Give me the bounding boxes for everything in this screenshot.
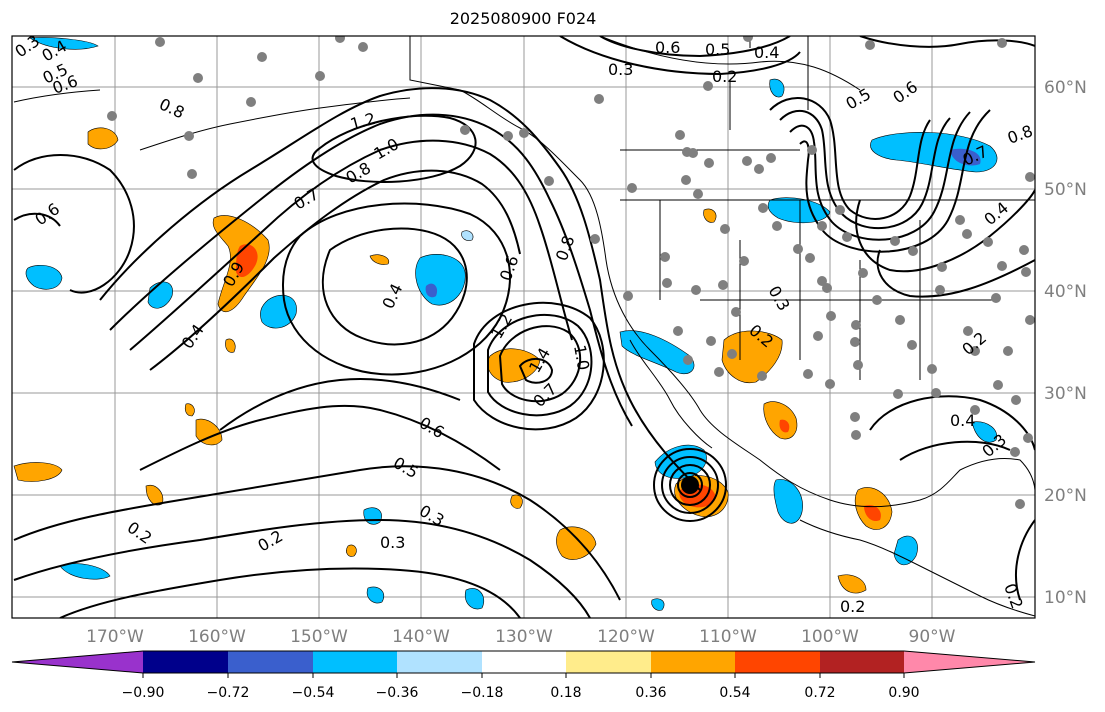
svg-text:20°N: 20°N — [1044, 486, 1087, 506]
svg-text:100°W: 100°W — [801, 627, 859, 647]
station-markers — [107, 36, 1035, 509]
svg-text:0.72: 0.72 — [804, 685, 835, 701]
svg-text:160°W: 160°W — [188, 627, 246, 647]
svg-text:40°N: 40°N — [1044, 282, 1087, 302]
svg-text:120°W: 120°W — [597, 627, 655, 647]
svg-text:130°W: 130°W — [495, 627, 553, 647]
svg-text:0.4: 0.4 — [754, 43, 779, 62]
svg-text:30°N: 30°N — [1044, 384, 1087, 404]
map-title: 2025080900 F024 — [449, 9, 597, 28]
map-border — [11, 35, 1036, 619]
svg-text:−0.36: −0.36 — [376, 685, 419, 701]
svg-text:0.36: 0.36 — [635, 685, 666, 701]
colorbar-ticks — [142, 673, 905, 678]
svg-text:0.2: 0.2 — [712, 67, 737, 86]
svg-text:50°N: 50°N — [1044, 180, 1087, 200]
svg-text:150°W: 150°W — [290, 627, 348, 647]
shaded-regions — [13, 37, 998, 611]
svg-text:0.6: 0.6 — [655, 38, 680, 57]
svg-text:110°W: 110°W — [699, 627, 757, 647]
svg-text:0.90: 0.90 — [888, 685, 919, 701]
colorbar-segment — [397, 651, 482, 673]
colorbar-segment — [735, 651, 820, 673]
contour-lines — [13, 36, 1035, 618]
colorbar-segment — [228, 651, 313, 673]
colorbar-labels: −0.90 −0.72 −0.54 −0.36 −0.18 0.18 0.36 … — [122, 685, 920, 701]
colorbar-segment — [566, 651, 651, 673]
graticule — [12, 36, 1035, 618]
cyclone-center-marker — [681, 476, 699, 494]
svg-text:0.2: 0.2 — [840, 597, 865, 616]
colorbar-segment — [820, 651, 904, 673]
colorbar: −0.90 −0.72 −0.54 −0.36 −0.18 0.18 0.36 … — [11, 650, 1036, 701]
latitude-ticks: 60°N 50°N 40°N 30°N 20°N 10°N — [1044, 78, 1087, 608]
svg-text:0.5: 0.5 — [705, 40, 730, 59]
colorbar-segment — [651, 651, 735, 673]
svg-text:170°W: 170°W — [86, 627, 144, 647]
svg-text:−0.90: −0.90 — [122, 685, 165, 701]
svg-text:10°N: 10°N — [1044, 588, 1087, 608]
svg-text:0.3: 0.3 — [608, 60, 633, 79]
colorbar-extend-min — [12, 651, 143, 673]
colorbar-segment — [313, 651, 397, 673]
colorbar-segment — [143, 651, 228, 673]
svg-text:0.54: 0.54 — [719, 685, 750, 701]
svg-text:90°W: 90°W — [909, 627, 956, 647]
svg-text:0.4: 0.4 — [950, 411, 975, 430]
svg-text:60°N: 60°N — [1044, 78, 1087, 98]
svg-text:−0.72: −0.72 — [207, 685, 250, 701]
svg-text:0.3: 0.3 — [380, 533, 405, 552]
svg-text:−0.54: −0.54 — [292, 685, 335, 701]
svg-text:140°W: 140°W — [392, 627, 450, 647]
svg-text:1.0: 1.0 — [570, 343, 593, 371]
longitude-ticks: 170°W 160°W 150°W 140°W 130°W 120°W 110°… — [86, 627, 956, 647]
svg-text:−0.18: −0.18 — [461, 685, 504, 701]
colorbar-extend-max — [904, 651, 1035, 673]
svg-text:0.18: 0.18 — [550, 685, 581, 701]
colorbar-segment — [482, 651, 566, 673]
